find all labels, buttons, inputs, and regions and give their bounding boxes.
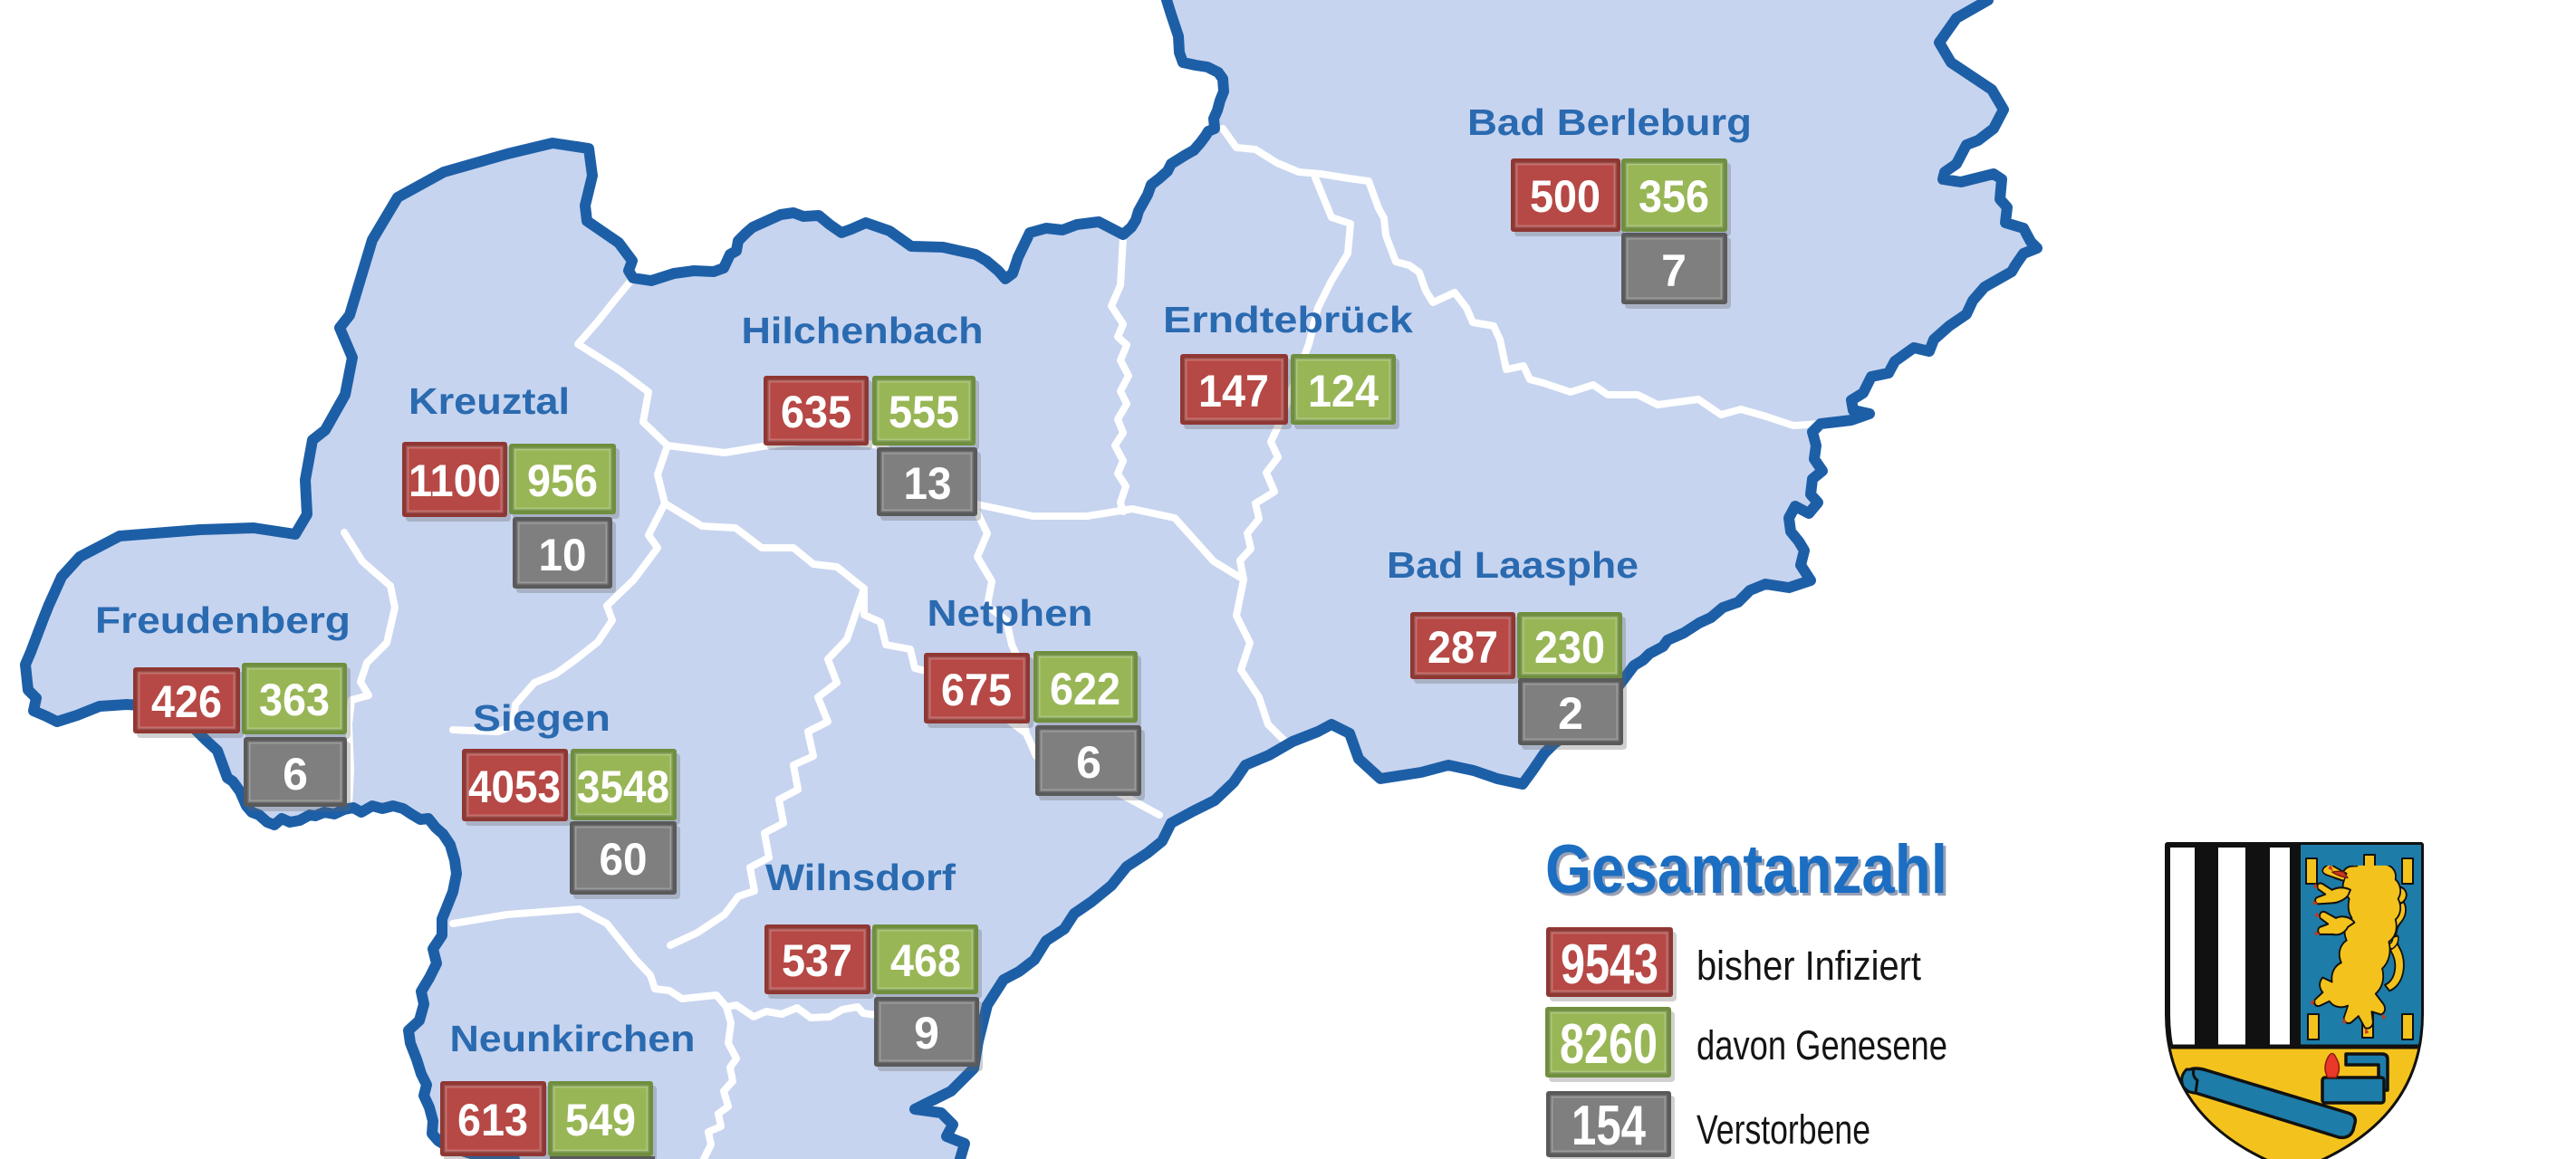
svg-text:1100: 1100: [409, 455, 501, 506]
svg-text:13: 13: [904, 458, 952, 509]
svg-text:10: 10: [539, 530, 587, 580]
svg-text:Erndtebrück: Erndtebrück: [1163, 299, 1413, 340]
svg-text:Netphen: Netphen: [928, 592, 1093, 634]
svg-text:537: 537: [782, 935, 852, 986]
svg-text:675: 675: [941, 665, 1012, 715]
svg-text:8260: 8260: [1560, 1013, 1658, 1076]
svg-text:956: 956: [527, 455, 598, 506]
svg-text:Gesamtanzahl: Gesamtanzahl: [1548, 834, 1950, 911]
svg-text:Gesamtanzahl: Gesamtanzahl: [1545, 831, 1947, 908]
svg-text:Freudenberg: Freudenberg: [95, 599, 351, 641]
svg-text:bisher Infiziert: bisher Infiziert: [1697, 943, 1921, 989]
svg-text:3548: 3548: [577, 761, 669, 812]
svg-text:613: 613: [457, 1095, 528, 1145]
svg-text:426: 426: [151, 676, 222, 727]
svg-text:154: 154: [1572, 1095, 1646, 1157]
svg-text:Hilchenbach: Hilchenbach: [742, 310, 984, 351]
svg-text:287: 287: [1427, 622, 1498, 673]
svg-text:davon Genesene: davon Genesene: [1697, 1022, 1947, 1068]
svg-text:9: 9: [914, 1008, 939, 1058]
svg-text:500: 500: [1530, 171, 1600, 222]
svg-text:6: 6: [283, 749, 308, 800]
svg-text:Siegen: Siegen: [473, 697, 610, 739]
svg-text:7: 7: [1661, 245, 1687, 296]
svg-text:635: 635: [781, 387, 851, 437]
svg-text:230: 230: [1534, 622, 1605, 673]
svg-text:468: 468: [890, 935, 961, 986]
svg-text:4053: 4053: [468, 761, 561, 812]
svg-text:555: 555: [889, 387, 959, 437]
svg-text:Kreuztal: Kreuztal: [409, 380, 570, 422]
svg-text:Neunkirchen: Neunkirchen: [450, 1018, 696, 1059]
svg-text:Verstorbene: Verstorbene: [1697, 1106, 1870, 1153]
svg-text:147: 147: [1198, 366, 1269, 417]
svg-text:356: 356: [1639, 171, 1709, 222]
svg-text:Bad Laasphe: Bad Laasphe: [1387, 544, 1639, 586]
svg-text:9543: 9543: [1561, 934, 1658, 996]
svg-text:60: 60: [600, 834, 648, 885]
svg-text:124: 124: [1308, 366, 1379, 417]
svg-text:Bad Berleburg: Bad Berleburg: [1467, 101, 1752, 143]
svg-text:2: 2: [1558, 688, 1583, 739]
svg-text:549: 549: [565, 1095, 636, 1145]
svg-text:Wilnsdorf: Wilnsdorf: [765, 857, 956, 898]
svg-text:6: 6: [1076, 737, 1101, 788]
svg-text:622: 622: [1050, 664, 1120, 714]
svg-text:363: 363: [259, 675, 330, 725]
